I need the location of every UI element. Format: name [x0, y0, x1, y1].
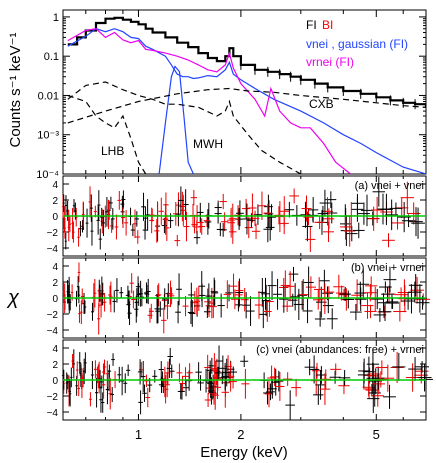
y-tick-label-spectrum: 1 [53, 12, 59, 24]
y-tick-label-residual: 4 [52, 262, 58, 273]
residual-panel-1: −4 −2 0 2 4 [47, 175, 427, 257]
model-series-6 [67, 94, 147, 174]
x-axis-label: Energy (keV) [200, 444, 288, 461]
legend-entry-bi: BI [322, 18, 333, 32]
y-tick-label-residual: 0 [52, 294, 58, 305]
y-tick-label-residual: −2 [47, 392, 59, 403]
model-series-3 [158, 65, 194, 174]
panel-label-c: (c) vnei (abundances: free) + vrnei [256, 344, 424, 356]
legend-entry-vnei: vnei , gaussian (FI) [306, 37, 408, 51]
x-tick-label: 5 [373, 427, 380, 442]
x-tick-label: 2 [237, 427, 244, 442]
y-tick-label-residual: 4 [52, 344, 58, 355]
legend-entry-vrnei: vrnei (FI) [306, 55, 354, 69]
model-series-4 [67, 87, 426, 124]
x-tick-label: 1 [135, 427, 142, 442]
spectrum-frame [62, 9, 427, 175]
y-tick-label-residual: 0 [52, 212, 58, 223]
y-tick-label-residual: 0 [52, 376, 58, 387]
y-tick-label-spectrum: 10⁻³ [37, 130, 59, 142]
residual-panel-2: −4 −2 0 2 4 [47, 257, 431, 339]
data-series-fi [67, 16, 426, 108]
y-tick-label-residual: −4 [47, 326, 59, 337]
y-tick-label-spectrum: 10⁻⁴ [36, 169, 59, 181]
residual-panel-3: −4 −2 0 2 4 [47, 339, 433, 421]
y-tick-label-residual: −2 [47, 228, 59, 239]
panel-label-a: (a) vnei + vnei [355, 180, 424, 192]
residual-panels: −4 −2 0 2 4 −4 −2 0 2 4 −4 −2 0 2 4 1 2 5 [47, 175, 433, 442]
y-tick-label-residual: 4 [52, 180, 58, 191]
annotation-cxb: CXB [309, 97, 334, 111]
y-tick-label-residual: 2 [52, 196, 58, 207]
y-axis-label-counts: Counts s⁻¹ keV⁻¹ [7, 32, 24, 147]
y-tick-label-spectrum: 0.01 [38, 90, 59, 102]
y-tick-label-residual: −4 [47, 408, 59, 419]
model-series-5 [67, 81, 304, 174]
y-tick-label-residual: −2 [47, 310, 59, 321]
annotation-lhb: LHB [101, 144, 124, 158]
model-series-1 [67, 28, 426, 174]
annotation-mwh: MWH [193, 137, 223, 151]
model-series-2 [67, 28, 351, 174]
y-tick-label-residual: 2 [52, 278, 58, 289]
y-axis-label-chi: χ [6, 287, 20, 309]
spectrum-panel: 1 0.1 0.01 10⁻³ 10⁻⁴ [36, 9, 427, 181]
y-tick-label-residual: 2 [52, 360, 58, 371]
legend-entry-fi: FI [306, 18, 317, 32]
y-tick-label-spectrum: 0.1 [44, 51, 59, 63]
legend: FI BI vnei , gaussian (FI) vrnei (FI) [306, 18, 408, 69]
y-tick-label-residual: −4 [47, 244, 59, 255]
panel-label-b: (b) vnei + vrnei [351, 262, 424, 274]
spectrum-plot-area [67, 16, 426, 174]
